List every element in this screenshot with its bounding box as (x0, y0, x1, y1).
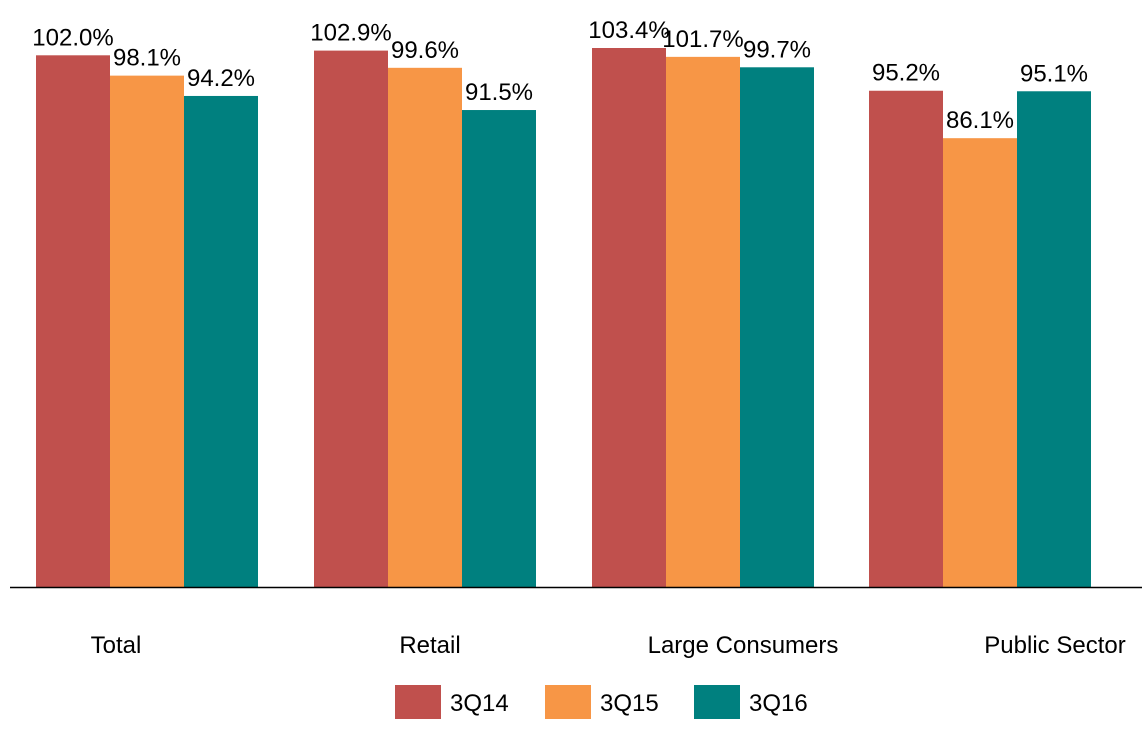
category-label-total: Total (91, 632, 142, 659)
data-label-3q16-total: 94.2% (187, 65, 255, 92)
bars-layer (36, 48, 1091, 588)
data-label-3q16-large-consumers: 99.7% (743, 36, 811, 63)
data-label-3q15-large-consumers: 101.7% (662, 26, 743, 53)
legend-item-3q14: 3Q14 (395, 685, 509, 719)
bar-3q16-public-sector (1017, 91, 1091, 587)
bar-3q14-retail (314, 50, 388, 587)
category-labels: Total Retail Large Consumers Public Sector (91, 632, 1126, 659)
bar-3q15-public-sector (943, 138, 1017, 587)
bar-3q14-total (36, 55, 110, 588)
data-label-3q14-public-sector: 95.2% (872, 60, 940, 87)
legend-item-3q15: 3Q15 (545, 685, 659, 719)
bar-3q15-large-consumers (666, 56, 740, 588)
legend-label-3q14: 3Q14 (450, 690, 509, 717)
data-label-3q14-total: 102.0% (32, 24, 113, 51)
legend: 3Q14 3Q15 3Q16 (395, 685, 808, 719)
bar-3q16-retail (462, 110, 536, 587)
bar-3q15-retail (388, 67, 462, 587)
category-label-retail: Retail (399, 632, 460, 659)
data-label-3q14-large-consumers: 103.4% (588, 17, 669, 44)
bar-3q14-large-consumers (592, 48, 666, 587)
legend-swatch-3q16 (694, 685, 740, 719)
legend-item-3q16: 3Q16 (694, 685, 808, 719)
bar-3q15-total (110, 75, 184, 588)
legend-swatch-3q14 (395, 685, 441, 719)
legend-label-3q15: 3Q15 (600, 690, 659, 717)
data-label-3q16-retail: 91.5% (465, 79, 533, 106)
bar-3q16-total (184, 95, 258, 587)
data-label-3q16-public-sector: 95.1% (1020, 60, 1088, 87)
data-label-3q14-retail: 102.9% (310, 20, 391, 47)
data-label-3q15-retail: 99.6% (391, 37, 459, 64)
category-label-large-consumers: Large Consumers (648, 632, 839, 659)
legend-label-3q16: 3Q16 (749, 690, 808, 717)
legend-swatch-3q15 (545, 685, 591, 719)
data-labels-layer: 102.0% 102.9% 103.4% 95.2% 98.1% 99.6% 101.7% 8… (32, 17, 1088, 134)
category-label-public-sector: Public Sector (984, 632, 1125, 659)
bar-3q14-public-sector (869, 90, 943, 587)
data-label-3q15-total: 98.1% (113, 45, 181, 72)
data-label-3q15-public-sector: 86.1% (946, 107, 1014, 134)
bar-3q16-large-consumers (740, 67, 814, 587)
